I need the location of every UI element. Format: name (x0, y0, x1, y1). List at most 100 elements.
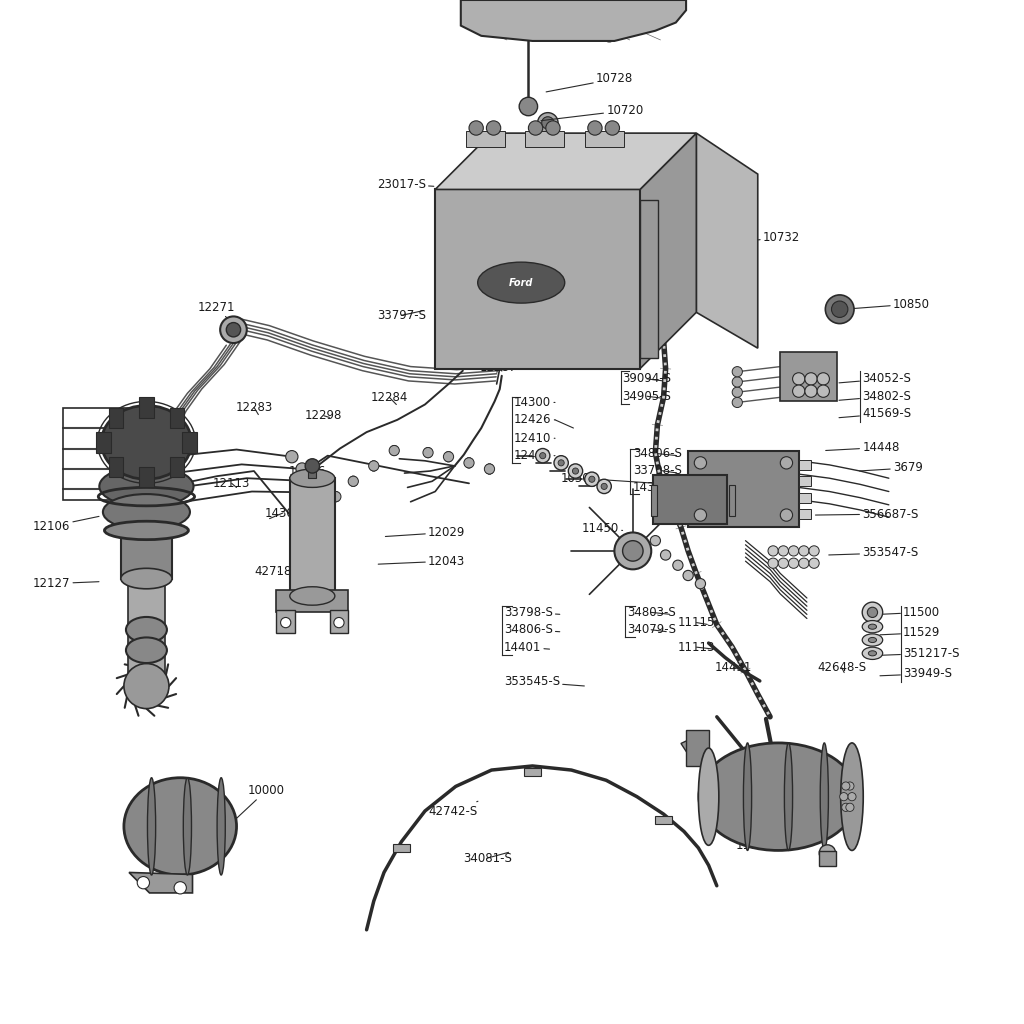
Text: 42718-S: 42718-S (254, 565, 303, 578)
Circle shape (867, 607, 878, 617)
Bar (96, 432, 111, 453)
Circle shape (528, 121, 543, 135)
Circle shape (464, 458, 474, 468)
Circle shape (144, 442, 157, 455)
Circle shape (768, 546, 778, 556)
Circle shape (588, 121, 602, 135)
Circle shape (768, 558, 778, 568)
Bar (688, 451, 799, 527)
Text: 33949-S: 33949-S (880, 668, 952, 680)
Circle shape (799, 546, 809, 556)
Polygon shape (461, 0, 686, 41)
Text: 12410: 12410 (514, 432, 555, 444)
Bar (393, 844, 410, 852)
Circle shape (305, 459, 319, 473)
Text: 353547-S: 353547-S (828, 547, 919, 559)
Circle shape (348, 476, 358, 486)
Ellipse shape (147, 778, 156, 874)
Circle shape (614, 532, 651, 569)
Circle shape (484, 464, 495, 474)
Text: 33798-S: 33798-S (633, 464, 682, 476)
Ellipse shape (868, 637, 877, 643)
Text: 356687-S: 356687-S (815, 508, 919, 520)
Bar (170, 408, 184, 428)
Circle shape (597, 479, 611, 494)
Text: 12286: 12286 (289, 465, 326, 477)
Text: 11450: 11450 (582, 522, 623, 535)
Bar (109, 408, 123, 428)
Polygon shape (435, 133, 696, 189)
Circle shape (778, 558, 788, 568)
Circle shape (799, 558, 809, 568)
Circle shape (542, 117, 554, 129)
Text: 34081-S: 34081-S (463, 852, 512, 864)
Circle shape (788, 558, 799, 568)
Circle shape (780, 509, 793, 521)
Ellipse shape (290, 469, 335, 487)
Circle shape (137, 877, 150, 889)
Text: 34806-S: 34806-S (633, 447, 682, 460)
Bar (139, 397, 154, 418)
Bar (128, 575, 165, 681)
Circle shape (306, 475, 318, 487)
Circle shape (601, 483, 607, 489)
Bar (524, 768, 541, 776)
Circle shape (568, 464, 583, 478)
Polygon shape (129, 872, 193, 893)
Circle shape (694, 509, 707, 521)
Text: 34079-S: 34079-S (627, 624, 676, 636)
Circle shape (732, 377, 742, 387)
Ellipse shape (126, 637, 167, 664)
Circle shape (286, 451, 298, 463)
Ellipse shape (868, 651, 877, 656)
Text: 14321: 14321 (633, 481, 670, 494)
Circle shape (572, 468, 579, 474)
Circle shape (862, 602, 883, 623)
Circle shape (831, 301, 848, 317)
Text: 14302: 14302 (264, 507, 301, 519)
Circle shape (805, 373, 817, 385)
Ellipse shape (743, 743, 752, 850)
Text: 12271: 12271 (198, 301, 236, 326)
Circle shape (809, 546, 819, 556)
Ellipse shape (862, 634, 883, 646)
Bar (276, 610, 295, 633)
Text: 12043: 12043 (378, 555, 465, 567)
Text: 34803-S: 34803-S (627, 606, 676, 618)
Bar (729, 485, 735, 516)
Ellipse shape (862, 647, 883, 659)
Text: 353545-S: 353545-S (504, 676, 585, 688)
Ellipse shape (183, 778, 191, 874)
Circle shape (605, 121, 620, 135)
Bar (799, 460, 811, 470)
Circle shape (694, 457, 707, 469)
Polygon shape (681, 737, 709, 764)
Ellipse shape (99, 466, 194, 507)
Text: 10728: 10728 (546, 73, 633, 92)
Circle shape (144, 483, 157, 496)
Circle shape (809, 558, 819, 568)
Circle shape (423, 447, 433, 458)
Circle shape (554, 456, 568, 470)
Text: 41569-S: 41569-S (839, 408, 911, 420)
Circle shape (144, 422, 157, 434)
Text: 351217-S: 351217-S (880, 647, 959, 659)
Circle shape (660, 550, 671, 560)
Ellipse shape (477, 262, 565, 303)
Circle shape (124, 664, 169, 709)
Bar (799, 476, 811, 486)
Ellipse shape (841, 743, 863, 850)
Text: 14401: 14401 (504, 641, 550, 653)
Ellipse shape (104, 521, 188, 540)
Circle shape (281, 617, 291, 628)
Text: 34806-S: 34806-S (504, 624, 560, 636)
Circle shape (443, 452, 454, 462)
Circle shape (546, 121, 560, 135)
Circle shape (793, 385, 805, 397)
Text: 33797-S: 33797-S (377, 309, 426, 322)
Text: 12113: 12113 (213, 477, 250, 489)
Text: 39094-S: 39094-S (623, 373, 672, 385)
Circle shape (846, 782, 854, 791)
Ellipse shape (121, 568, 172, 589)
Circle shape (650, 536, 660, 546)
